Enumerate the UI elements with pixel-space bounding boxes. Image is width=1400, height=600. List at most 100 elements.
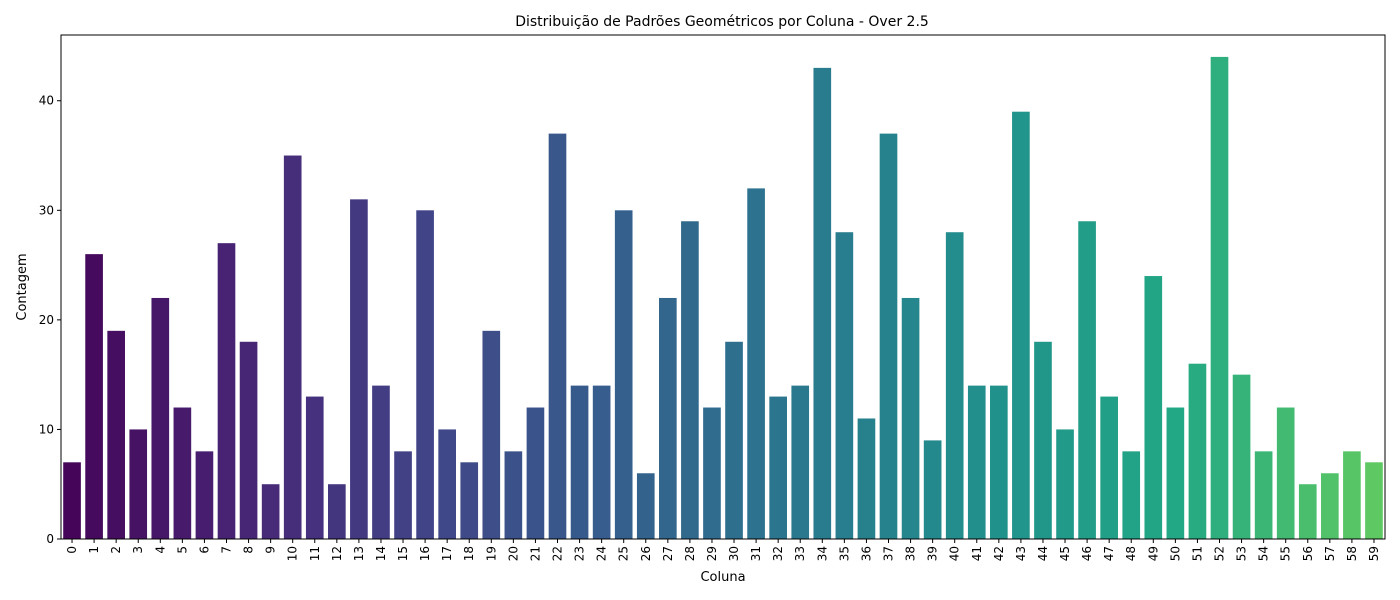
x-tick-label: 20 [506, 546, 520, 561]
bar-9 [261, 484, 280, 539]
x-tick-label: 47 [1102, 546, 1116, 561]
y-tick-label: 20 [39, 313, 54, 327]
x-tick-label: 9 [264, 546, 278, 554]
x-tick-label: 38 [904, 546, 918, 561]
x-axis-label: Coluna [700, 570, 745, 585]
x-tick-label: 54 [1257, 546, 1271, 561]
bar-52 [1210, 56, 1229, 539]
bar-35 [835, 232, 854, 539]
x-tick-label: 55 [1279, 546, 1293, 561]
bar-54 [1254, 451, 1273, 539]
bar-1 [85, 254, 103, 539]
x-tick-label: 29 [705, 546, 719, 561]
bar-12 [328, 484, 346, 539]
bar-20 [504, 451, 523, 539]
bar-6 [195, 451, 214, 539]
bar-24 [592, 385, 611, 539]
bar-17 [438, 429, 456, 539]
x-tick-label: 7 [220, 546, 234, 554]
y-axis: 0 10 20 30 40 [39, 94, 61, 546]
bar-11 [305, 396, 324, 539]
x-tick-label: 22 [551, 546, 565, 561]
x-tick-label: 1 [87, 546, 101, 554]
x-tick-label: 36 [859, 546, 873, 561]
x-tick-label: 44 [1036, 546, 1050, 561]
x-tick-label: 51 [1190, 546, 1204, 561]
x-tick-label: 4 [153, 546, 167, 554]
bar-50 [1166, 407, 1185, 539]
y-tick-label: 30 [39, 203, 54, 217]
x-tick-label: 59 [1367, 546, 1381, 561]
bar-42 [990, 385, 1008, 539]
x-tick-label: 56 [1301, 546, 1315, 561]
bar-26 [636, 473, 655, 539]
bar-5 [173, 407, 192, 539]
bar-36 [857, 418, 876, 539]
chart-title: Distribuição de Padrões Geométricos por … [515, 14, 929, 30]
bar-27 [659, 297, 677, 539]
x-tick-label: 10 [286, 546, 300, 561]
bar-31 [747, 188, 765, 539]
bar-57 [1321, 473, 1339, 539]
x-tick-label: 48 [1124, 546, 1138, 561]
bar-13 [350, 199, 368, 539]
bar-45 [1056, 429, 1074, 539]
x-tick-label: 23 [573, 546, 587, 561]
x-tick-label: 45 [1058, 546, 1072, 561]
bar-3 [129, 429, 148, 539]
x-tick-label: 2 [109, 546, 123, 554]
x-tick-label: 39 [926, 546, 940, 561]
x-tick-label: 27 [661, 546, 675, 561]
x-tick-label: 58 [1345, 546, 1359, 561]
bar-37 [879, 133, 898, 540]
bar-0 [63, 462, 81, 539]
bar-58 [1343, 451, 1361, 539]
x-tick-label: 34 [815, 546, 829, 561]
y-axis-label: Contagem [15, 253, 30, 320]
x-tick-label: 18 [462, 546, 476, 561]
bar-40 [945, 232, 964, 539]
x-tick-label: 49 [1146, 546, 1160, 561]
x-tick-label: 46 [1080, 546, 1094, 561]
bar-49 [1144, 276, 1163, 539]
x-tick-label: 3 [131, 546, 145, 554]
x-tick-label: 21 [528, 546, 542, 561]
bar-8 [239, 341, 258, 539]
y-tick-label: 10 [39, 422, 54, 436]
bar-10 [283, 155, 302, 539]
bar-18 [460, 462, 479, 539]
x-tick-label: 26 [639, 546, 653, 561]
x-tick-label: 12 [330, 546, 344, 561]
x-tick-label: 33 [793, 546, 807, 561]
bar-15 [394, 451, 412, 539]
x-tick-label: 5 [175, 546, 189, 554]
bar-41 [967, 385, 986, 539]
bar-4 [151, 297, 170, 539]
bar-59 [1365, 462, 1383, 539]
bar-48 [1122, 451, 1141, 539]
bar-16 [416, 210, 434, 540]
bar-39 [923, 440, 942, 539]
x-tick-label: 53 [1235, 546, 1249, 561]
bar-33 [791, 385, 810, 539]
bar-55 [1276, 407, 1295, 539]
x-tick-label: 17 [440, 546, 454, 561]
x-axis: 0 1 2 3 4 5 6 7 8 9 10 11 12 13 14 15 16 17 18 19 20 21 22 23 24… [65, 539, 1381, 561]
bar-38 [901, 297, 920, 539]
bar-44 [1034, 341, 1052, 539]
bar-22 [548, 133, 567, 540]
bar-23 [570, 385, 589, 539]
bar-25 [614, 210, 633, 540]
x-tick-label: 25 [617, 546, 631, 561]
bar-53 [1232, 374, 1251, 539]
x-tick-label: 41 [970, 546, 984, 561]
y-tick-label: 40 [39, 94, 54, 108]
plot-area [63, 56, 1383, 540]
x-tick-label: 24 [595, 546, 609, 561]
y-tick-label: 0 [46, 532, 54, 546]
bar-29 [703, 407, 721, 539]
x-tick-label: 52 [1213, 546, 1227, 561]
bar-56 [1298, 484, 1317, 539]
x-tick-label: 35 [837, 546, 851, 561]
x-tick-label: 50 [1168, 546, 1182, 561]
